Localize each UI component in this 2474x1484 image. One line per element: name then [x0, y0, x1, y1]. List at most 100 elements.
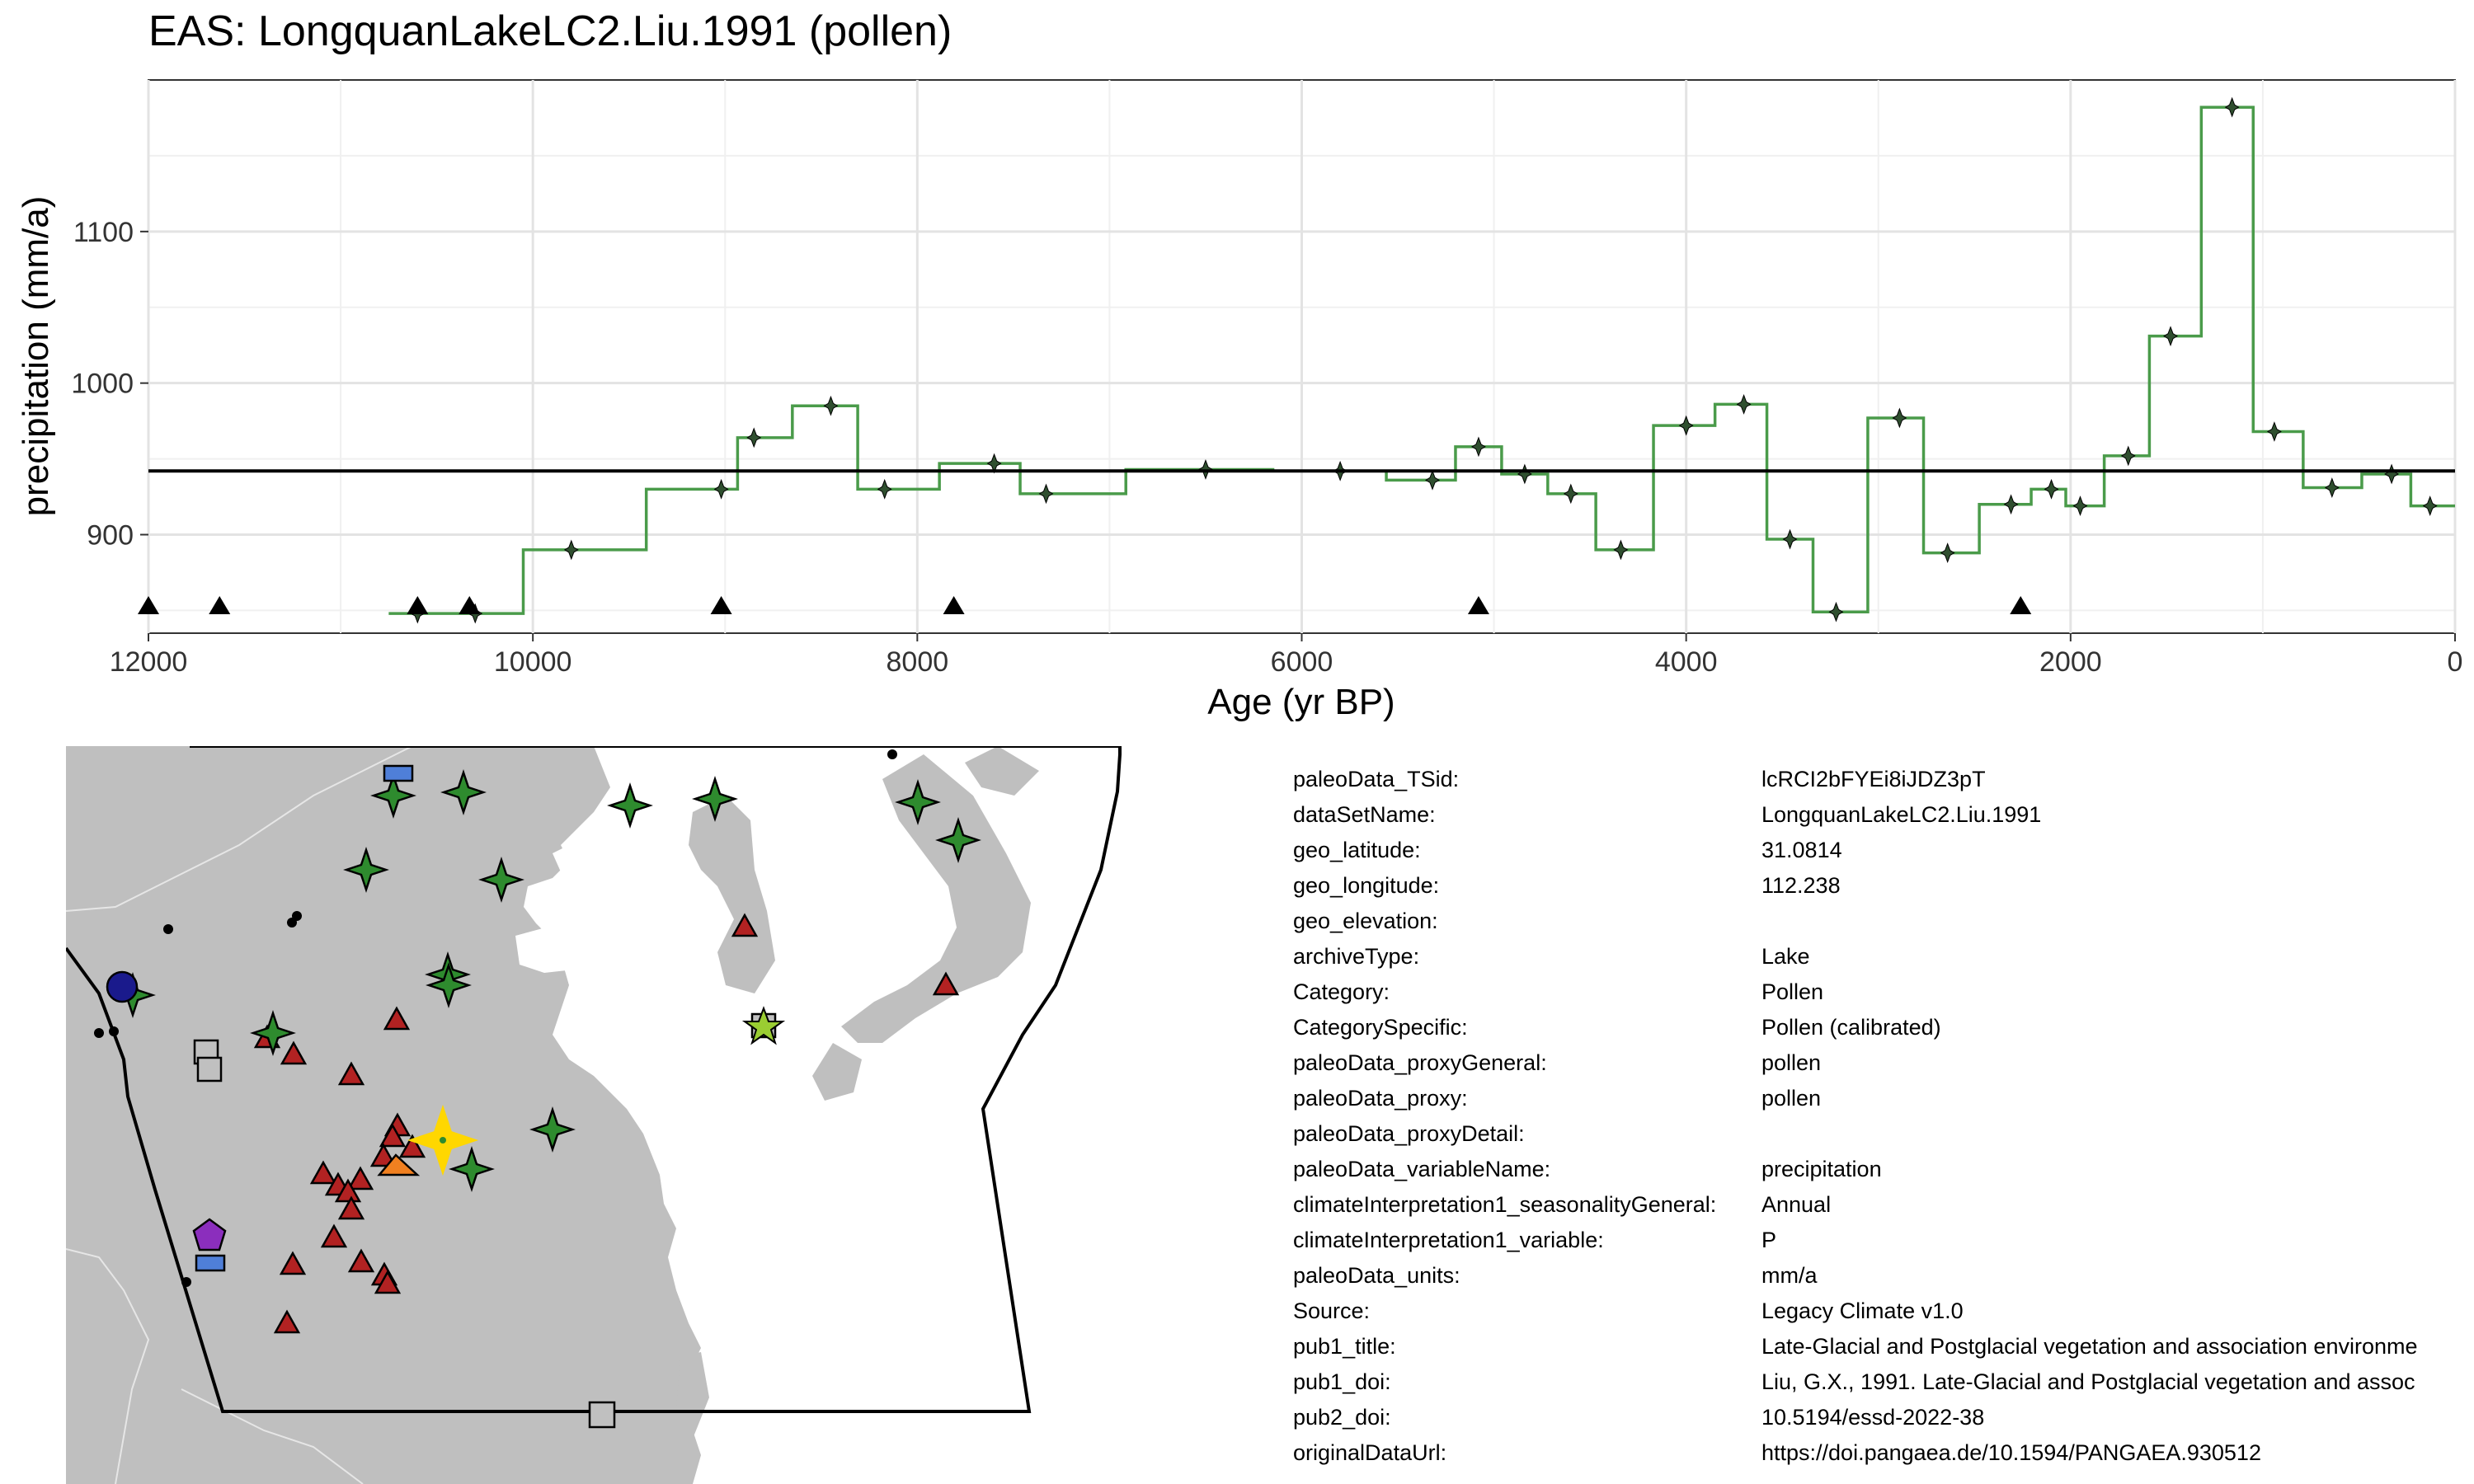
- y-axis-title: precipitation (mm/a): [16, 196, 56, 517]
- metadata-key: geo_latitude:: [1293, 838, 1421, 862]
- data-point: [1425, 469, 1440, 491]
- data-point: [2044, 478, 2059, 500]
- metadata-key: geo_longitude:: [1293, 873, 1440, 898]
- metadata-value: Pollen (calibrated): [1761, 1015, 1941, 1040]
- metadata-key: pub2_doi:: [1293, 1405, 1391, 1430]
- metadata-row: paleoData_units: mm/a: [1293, 1258, 2474, 1294]
- pollen-star-marker: [895, 779, 941, 825]
- metadata-key: climateInterpretation1_variable:: [1293, 1228, 1604, 1252]
- y-tick-label: 1000: [71, 369, 134, 400]
- japan-south: [812, 1043, 862, 1101]
- metadata-row: Source: Legacy Climate v1.0: [1293, 1294, 2474, 1329]
- metadata-value: Pollen: [1761, 979, 1824, 1004]
- metadata-value: Liu, G.X., 1991. Late-Glacial and Postgl…: [1761, 1369, 2415, 1394]
- metadata-key: paleoData_variableName:: [1293, 1157, 1551, 1181]
- y-ticks: 900 1000 1100: [71, 217, 148, 552]
- data-point: [1563, 483, 1578, 505]
- data-point: [1678, 415, 1694, 436]
- metadata-value: pollen: [1761, 1050, 1822, 1075]
- metadata-row: geo_latitude: 31.0814: [1293, 833, 2474, 868]
- metadata-key: Source:: [1293, 1298, 1371, 1323]
- metadata-value: mm/a: [1761, 1263, 1818, 1288]
- age-control-marker: [710, 596, 732, 614]
- x-axis-title: Age (yr BP): [1207, 682, 1395, 722]
- pollen-star-marker: [370, 773, 416, 819]
- grey-squares: [193, 1039, 616, 1429]
- metadata-value: 10.5194/essd-2022-38: [1761, 1405, 1985, 1430]
- pollen-star-marker: [426, 962, 472, 1008]
- metadata-key: paleoData_proxy:: [1293, 1086, 1468, 1111]
- pollen-star-marker: [343, 847, 389, 893]
- metadata-row: CategorySpecific: Pollen (calibrated): [1293, 1010, 2474, 1045]
- metadata-key: pub1_title:: [1293, 1334, 1396, 1359]
- precipitation-chart: 12000 10000 8000 6000 4000 2000 0 90010001100 …: [16, 79, 2462, 722]
- country-borders: [66, 746, 413, 1484]
- age-control-marker: [209, 596, 231, 614]
- orange-triangle: [377, 1153, 421, 1176]
- japan-islands: [841, 754, 1031, 1043]
- metadata-row: paleoData_TSid: lcRCI2bFYEi8iJDZ3pT: [1293, 762, 2474, 797]
- metadata-key: dataSetName:: [1293, 802, 1436, 827]
- korea-peninsula: [689, 796, 775, 993]
- metadata-row: originalDataUrl: https://doi.pangaea.de/1…: [1293, 1435, 2474, 1471]
- data-point: [2072, 495, 2088, 517]
- metadata-value: Annual: [1761, 1192, 1832, 1217]
- age-control-marker: [1467, 596, 1489, 614]
- data-point: [2003, 494, 2019, 515]
- x-ticks: 12000 10000 8000 6000 4000 2000 0: [110, 633, 2462, 678]
- metadata-row: pub2_doi: 10.5194/essd-2022-38: [1293, 1400, 2474, 1435]
- metadata-row: archiveType: Lake: [1293, 939, 2474, 974]
- grid-major: [147, 80, 2457, 633]
- x-tick-label: 12000: [110, 646, 188, 678]
- y-tick-label: 900: [87, 520, 134, 552]
- blue-rectangles: [195, 764, 414, 1272]
- age-control-marker: [407, 596, 429, 614]
- data-point: [1940, 542, 1955, 563]
- pollen-star-marker: [607, 782, 653, 829]
- purple-pentagon: [192, 1218, 227, 1252]
- y-tick-label: 1100: [73, 217, 134, 248]
- data-point: [1736, 393, 1752, 415]
- age-control-marker: [459, 596, 481, 614]
- pollen-star-marker: [449, 1146, 495, 1192]
- region-boundary: [66, 746, 1122, 1413]
- metadata-key: CategorySpecific:: [1293, 1015, 1468, 1040]
- data-point: [2224, 96, 2240, 118]
- pollen-star-marker: [478, 857, 524, 903]
- data-point: [823, 395, 839, 416]
- navy-circle: [106, 970, 139, 1003]
- sea-gulf: [553, 837, 610, 895]
- data-point: [877, 478, 892, 500]
- metadata-value: Lake: [1761, 944, 1810, 969]
- pollen-star-marker: [440, 769, 487, 815]
- metadata-row: pub1_doi: Liu, G.X., 1991. Late-Glacial a…: [1293, 1364, 2474, 1400]
- data-point: [1892, 407, 1907, 429]
- metadata-key: originalDataUrl:: [1293, 1440, 1447, 1465]
- taiwan-island: [676, 1352, 709, 1439]
- x-tick-label: 6000: [1271, 646, 1333, 678]
- series-step-line: [388, 106, 2455, 615]
- pollen-star-marker: [935, 817, 981, 863]
- metadata-value: precipitation: [1761, 1157, 1882, 1181]
- sea-area: [524, 746, 1267, 1484]
- data-point: [713, 478, 729, 500]
- metadata-key: archiveType:: [1293, 944, 1420, 969]
- age-control-marker: [943, 596, 965, 614]
- x-tick-label: 2000: [2039, 646, 2102, 678]
- metadata-value: Late-Glacial and Postglacial vegetation …: [1761, 1334, 2418, 1359]
- metadata-value: https://doi.pangaea.de/10.1594/PANGAEA.9…: [1761, 1440, 2261, 1465]
- metadata-value: 31.0814: [1761, 838, 1842, 862]
- data-point: [1613, 539, 1629, 561]
- pollen-star-markers: [110, 769, 981, 1192]
- x-tick-label: 10000: [494, 646, 572, 678]
- x-tick-label: 4000: [1655, 646, 1718, 678]
- metadata-row: geo_elevation:: [1293, 904, 2474, 939]
- age-control-marker: [2010, 596, 2032, 614]
- metadata-row: Category: Pollen: [1293, 974, 2474, 1010]
- data-point: [1470, 436, 1486, 458]
- data-point: [1782, 528, 1798, 550]
- metadata-value: lcRCI2bFYEi8iJDZ3pT: [1761, 767, 1986, 791]
- data-point: [1038, 483, 1054, 505]
- data-point: [563, 539, 579, 561]
- pollen-star-marker: [692, 776, 738, 822]
